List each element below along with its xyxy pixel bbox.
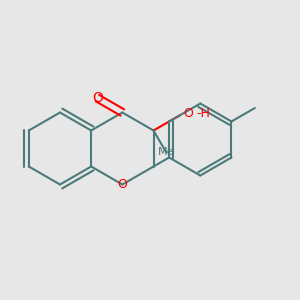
Text: O: O bbox=[92, 91, 103, 105]
Text: -H: -H bbox=[196, 107, 210, 120]
Text: Me: Me bbox=[158, 147, 174, 157]
Text: O: O bbox=[117, 178, 127, 191]
Text: O: O bbox=[183, 107, 193, 120]
